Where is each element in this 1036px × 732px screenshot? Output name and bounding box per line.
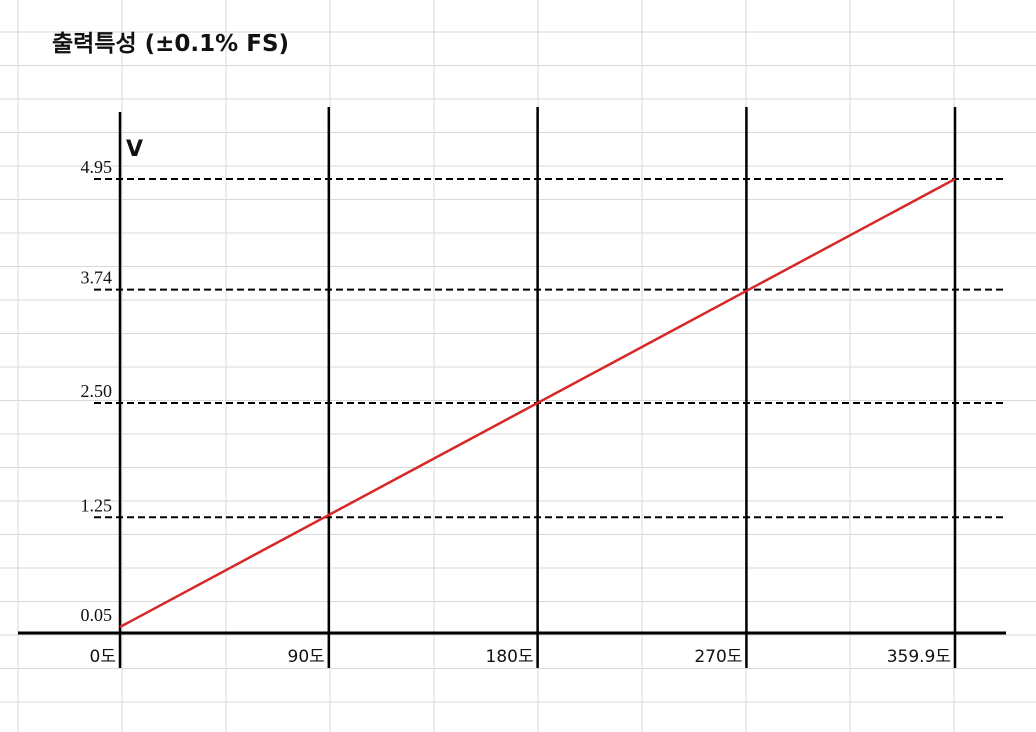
y-tick-labels: 0.05 1.25 2.50 3.74 4.95 xyxy=(81,157,113,625)
y-tick-label-2: 2.50 xyxy=(81,381,113,401)
x-tick-label-2: 180도 xyxy=(486,647,534,667)
series-group xyxy=(119,177,956,629)
reference-lines xyxy=(94,178,1004,519)
y-tick-label-3: 3.74 xyxy=(81,268,113,288)
x-tick-label-4: 359.9도 xyxy=(887,647,951,667)
chart-title: 출력특성 (±0.1% FS) xyxy=(52,31,289,57)
x-tick-label-1: 90도 xyxy=(288,647,325,667)
x-gridlines xyxy=(118,107,957,668)
y-tick-label-1: 1.25 xyxy=(81,495,113,515)
y-tick-label-0: 0.05 xyxy=(81,605,113,625)
x-tick-label-3: 270도 xyxy=(694,647,742,667)
x-tick-labels: 0도 90도 180도 270도 359.9도 xyxy=(90,647,951,667)
x-tick-label-0: 0도 xyxy=(90,647,116,667)
y-axis-unit-label: V xyxy=(126,137,143,162)
series-line-0 xyxy=(119,177,956,629)
y-tick-label-4: 4.95 xyxy=(81,157,113,177)
